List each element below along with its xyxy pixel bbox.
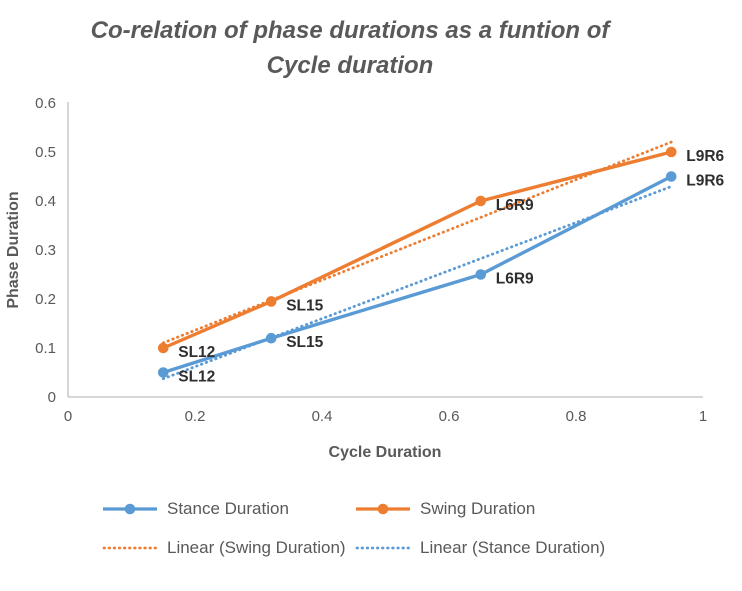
data-point-label: SL15: [286, 297, 323, 314]
chart-title-line-1: Co-relation of phase durations as a funt…: [90, 17, 610, 44]
legend-item-linear-stance: Linear (Stance Duration): [355, 538, 605, 558]
swing-duration-point-sl12: [157, 342, 169, 354]
legend-item-linear-swing: Linear (Swing Duration): [102, 538, 355, 558]
y-tick-label: 0.3: [35, 242, 56, 259]
x-axis-title: Cycle Duration: [328, 444, 442, 461]
swing-line-sample-icon: [356, 503, 410, 515]
stance-line-sample-icon: [103, 503, 157, 515]
legend-label: Linear (Stance Duration): [420, 538, 606, 557]
y-tick-label: 0.2: [35, 291, 56, 308]
y-tick-label: 0.6: [35, 95, 56, 112]
legend-item-swing-duration: Swing Duration: [355, 499, 535, 519]
swing-duration-point-l6r9: [475, 195, 487, 207]
swing-duration-line: [161, 150, 673, 350]
stance-duration-point-sl15: [265, 332, 277, 344]
data-point-label: L9R6: [686, 173, 724, 190]
stance-trendline-sample-icon: [355, 546, 411, 550]
legend-row-1: Stance Duration Swing Duration: [102, 499, 535, 519]
x-tick-label: 0: [64, 408, 72, 425]
swing-duration-point-l9r6: [665, 146, 677, 158]
x-tick-label: 0.2: [185, 408, 206, 425]
swing-trendline-sample-icon: [102, 546, 158, 550]
data-point-label: L6R9: [496, 271, 534, 288]
y-tick-label: 0.4: [35, 193, 56, 210]
stance-duration-point-l9r6: [665, 171, 677, 182]
linear-stance-duration-trendline: [161, 185, 673, 381]
x-tick-label: 1: [699, 408, 707, 425]
x-tick-label: 0.6: [439, 408, 460, 425]
x-tick-label: 0.4: [312, 408, 333, 425]
legend-row-2: Linear (Swing Duration) Linear (Stance D…: [102, 538, 605, 558]
legend-label: Stance Duration: [167, 499, 289, 518]
data-point-label: L9R6: [686, 148, 724, 165]
stance-duration-point-l6r9: [475, 269, 487, 280]
legend-label: Linear (Swing Duration): [167, 538, 346, 557]
chart-title: Co-relation of phase durations as a funt…: [50, 13, 650, 83]
stance-duration-point-sl12: [157, 367, 169, 378]
linear-swing-duration-trendline: [161, 140, 673, 345]
swing-duration-point-sl15: [265, 296, 277, 307]
stance-duration-line: [161, 174, 673, 375]
y-tick-label: 0: [48, 389, 56, 406]
data-point-label: SL12: [178, 369, 215, 386]
x-tick-label: 0.8: [566, 408, 587, 425]
legend-item-stance-duration: Stance Duration: [102, 499, 355, 519]
data-point-label: L6R9: [496, 197, 534, 214]
y-tick-label: 0.5: [35, 144, 56, 161]
y-tick-label: 0.1: [35, 340, 56, 357]
data-point-label: SL15: [286, 334, 323, 351]
legend-label: Swing Duration: [420, 499, 536, 518]
data-point-label: SL12: [178, 344, 215, 361]
chart-title-line-2: Cycle duration: [266, 52, 434, 79]
